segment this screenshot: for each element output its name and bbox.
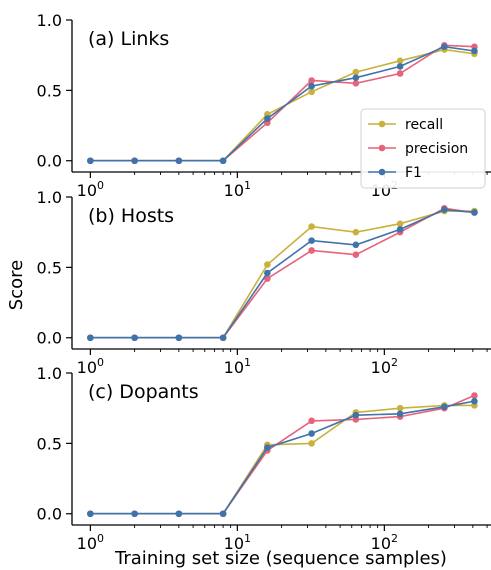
data-point bbox=[264, 275, 271, 282]
data-point bbox=[264, 269, 271, 277]
data-point bbox=[396, 220, 404, 228]
data-point bbox=[396, 70, 404, 77]
data-point bbox=[308, 88, 315, 96]
data-point bbox=[308, 82, 315, 90]
data-point bbox=[471, 47, 478, 55]
data-point bbox=[396, 63, 404, 70]
x-tick-label: 100 bbox=[77, 356, 104, 377]
y-tick-label: 1.0 bbox=[37, 11, 62, 30]
series-line bbox=[90, 394, 475, 515]
data-point bbox=[264, 261, 271, 268]
legend: recall precision F1 bbox=[360, 108, 486, 189]
data-point bbox=[264, 115, 271, 122]
data-point bbox=[352, 251, 360, 259]
data-point bbox=[441, 43, 448, 51]
data-point bbox=[264, 444, 271, 451]
data-point bbox=[87, 334, 94, 342]
legend-label-precision: precision bbox=[405, 141, 468, 157]
data-point bbox=[396, 57, 404, 65]
panel-3: 0.0 0.5 1.0 100 101 102 (c) Dopants bbox=[37, 364, 491, 553]
data-point bbox=[352, 68, 360, 76]
legend-swatch-marker bbox=[378, 168, 386, 176]
data-point bbox=[308, 77, 315, 84]
series-line bbox=[90, 207, 475, 339]
data-point bbox=[308, 440, 315, 447]
series-recall bbox=[87, 207, 478, 342]
legend-label-F1: F1 bbox=[405, 165, 422, 181]
data-point bbox=[131, 510, 138, 518]
data-point bbox=[352, 80, 360, 87]
panel-title: (c) Dopants bbox=[88, 381, 199, 403]
series-recall bbox=[87, 402, 478, 518]
data-point bbox=[308, 223, 315, 230]
data-point bbox=[219, 510, 227, 518]
data-point bbox=[175, 157, 183, 165]
series-line bbox=[90, 400, 475, 515]
x-tick-label: 102 bbox=[371, 532, 398, 553]
series-line bbox=[90, 45, 475, 162]
data-point bbox=[352, 74, 360, 82]
x-tick-label: 101 bbox=[224, 179, 251, 200]
data-point bbox=[396, 404, 404, 412]
series-F1 bbox=[87, 397, 478, 518]
data-point bbox=[352, 241, 360, 249]
x-tick-label: 102 bbox=[371, 356, 398, 377]
data-point bbox=[441, 206, 448, 213]
y-tick-label: 1.0 bbox=[37, 364, 62, 383]
data-point bbox=[131, 334, 138, 342]
data-point bbox=[352, 411, 360, 419]
series-F1 bbox=[87, 206, 478, 342]
legend-label-recall: recall bbox=[405, 117, 443, 133]
panel-title: (b) Hosts bbox=[88, 205, 174, 227]
panel-2: 0.0 0.5 1.0 100 101 102 (b) Hosts bbox=[37, 188, 491, 377]
x-axis-title: Training set size (sequence samples) bbox=[114, 548, 447, 569]
legend-box bbox=[360, 108, 486, 189]
y-tick-label: 0.5 bbox=[37, 81, 62, 100]
x-tick-label: 100 bbox=[77, 179, 104, 200]
data-point bbox=[175, 334, 183, 342]
data-point bbox=[471, 209, 478, 216]
data-point bbox=[471, 392, 478, 399]
legend-swatch-marker bbox=[378, 120, 386, 128]
data-point bbox=[308, 237, 315, 244]
data-point bbox=[87, 157, 94, 165]
x-tick-label: 101 bbox=[224, 532, 251, 553]
series-line bbox=[90, 404, 475, 515]
x-tick-label: 100 bbox=[77, 532, 104, 553]
y-tick-label: 0.5 bbox=[37, 258, 62, 277]
data-point bbox=[308, 247, 315, 254]
y-axis-title: Score bbox=[6, 260, 27, 310]
data-point bbox=[441, 403, 448, 411]
panel-title: (a) Links bbox=[88, 28, 169, 50]
y-tick-label: 0.5 bbox=[37, 434, 62, 453]
y-tick-label: 0.0 bbox=[37, 505, 62, 524]
data-point bbox=[396, 410, 404, 418]
data-point bbox=[308, 430, 315, 437]
legend-swatch-marker bbox=[378, 144, 386, 152]
data-point bbox=[87, 510, 94, 518]
data-point bbox=[175, 510, 183, 518]
data-point bbox=[396, 226, 404, 233]
data-point bbox=[352, 228, 360, 236]
series-F1 bbox=[87, 43, 478, 165]
y-tick-label: 1.0 bbox=[37, 188, 62, 207]
data-point bbox=[308, 417, 315, 425]
data-point bbox=[219, 334, 227, 342]
y-tick-label: 0.0 bbox=[37, 329, 62, 348]
series-line bbox=[90, 210, 475, 339]
data-point bbox=[219, 157, 227, 165]
data-point bbox=[131, 157, 138, 165]
data-point bbox=[471, 397, 478, 405]
x-tick-label: 101 bbox=[224, 356, 251, 377]
series-line bbox=[90, 208, 475, 339]
y-tick-label: 0.0 bbox=[37, 152, 62, 171]
